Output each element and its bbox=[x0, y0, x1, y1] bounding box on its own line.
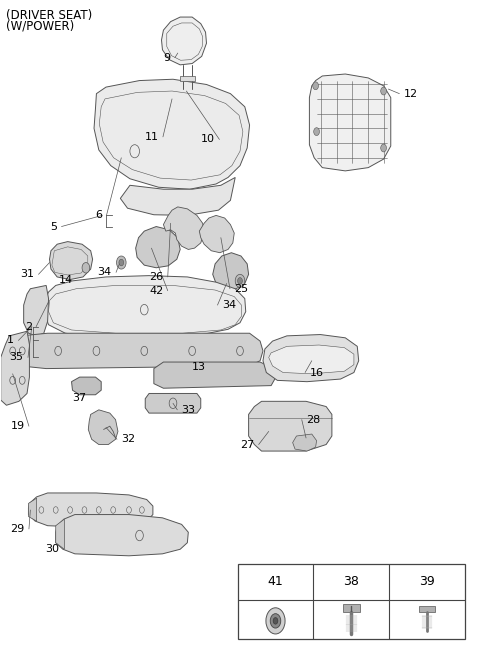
Text: 41: 41 bbox=[268, 575, 283, 588]
Polygon shape bbox=[44, 276, 246, 337]
Polygon shape bbox=[0, 331, 29, 405]
Polygon shape bbox=[269, 345, 354, 374]
Polygon shape bbox=[145, 394, 201, 413]
Circle shape bbox=[313, 82, 319, 90]
Circle shape bbox=[238, 277, 242, 284]
Polygon shape bbox=[263, 335, 359, 382]
Text: 16: 16 bbox=[310, 367, 324, 377]
Polygon shape bbox=[56, 519, 64, 549]
Polygon shape bbox=[49, 241, 93, 279]
Polygon shape bbox=[213, 253, 249, 289]
Text: 33: 33 bbox=[181, 405, 196, 415]
Polygon shape bbox=[94, 79, 250, 189]
Polygon shape bbox=[88, 410, 118, 445]
Polygon shape bbox=[161, 17, 206, 65]
Text: 1: 1 bbox=[7, 335, 14, 346]
Circle shape bbox=[381, 144, 386, 152]
Polygon shape bbox=[120, 177, 235, 215]
Text: 37: 37 bbox=[72, 393, 86, 403]
Text: 38: 38 bbox=[343, 575, 359, 588]
Text: 29: 29 bbox=[11, 524, 24, 534]
Polygon shape bbox=[163, 207, 204, 249]
Circle shape bbox=[266, 607, 285, 634]
Polygon shape bbox=[24, 285, 48, 336]
Circle shape bbox=[270, 613, 281, 628]
Text: 11: 11 bbox=[144, 132, 158, 142]
Text: 25: 25 bbox=[234, 284, 248, 294]
Circle shape bbox=[314, 128, 320, 136]
Text: 9: 9 bbox=[164, 52, 170, 62]
Text: 34: 34 bbox=[222, 300, 236, 310]
Text: 34: 34 bbox=[97, 268, 112, 277]
Polygon shape bbox=[343, 604, 360, 612]
Circle shape bbox=[82, 262, 90, 273]
Text: 13: 13 bbox=[192, 362, 205, 372]
Polygon shape bbox=[16, 333, 263, 369]
Text: 5: 5 bbox=[50, 222, 57, 232]
Polygon shape bbox=[154, 362, 276, 388]
Text: 6: 6 bbox=[95, 211, 102, 220]
Circle shape bbox=[273, 617, 278, 624]
Polygon shape bbox=[72, 377, 101, 395]
Text: 26: 26 bbox=[149, 272, 163, 282]
Text: 27: 27 bbox=[240, 440, 254, 449]
Polygon shape bbox=[199, 215, 234, 253]
Circle shape bbox=[235, 274, 245, 287]
Polygon shape bbox=[28, 493, 153, 527]
Polygon shape bbox=[249, 401, 332, 451]
Text: 31: 31 bbox=[20, 270, 34, 279]
Polygon shape bbox=[310, 74, 391, 171]
Polygon shape bbox=[56, 514, 188, 556]
Text: (DRIVER SEAT): (DRIVER SEAT) bbox=[6, 9, 93, 22]
Polygon shape bbox=[180, 76, 195, 81]
Polygon shape bbox=[136, 226, 180, 268]
Bar bbox=[238, 564, 465, 639]
Text: 19: 19 bbox=[11, 421, 24, 431]
Circle shape bbox=[119, 259, 124, 266]
Text: 12: 12 bbox=[404, 89, 418, 98]
Text: 28: 28 bbox=[306, 415, 320, 424]
Text: 32: 32 bbox=[121, 434, 135, 444]
Text: 14: 14 bbox=[60, 275, 73, 285]
Polygon shape bbox=[28, 498, 36, 521]
Circle shape bbox=[117, 256, 126, 269]
Circle shape bbox=[381, 87, 386, 95]
Text: 35: 35 bbox=[10, 352, 24, 363]
Text: 42: 42 bbox=[149, 285, 163, 296]
Text: 2: 2 bbox=[24, 321, 32, 332]
Polygon shape bbox=[293, 434, 317, 451]
Text: (W/POWER): (W/POWER) bbox=[6, 19, 75, 32]
Polygon shape bbox=[420, 606, 435, 612]
Text: 10: 10 bbox=[201, 134, 215, 144]
Text: 39: 39 bbox=[419, 575, 435, 588]
Text: 30: 30 bbox=[45, 544, 59, 554]
